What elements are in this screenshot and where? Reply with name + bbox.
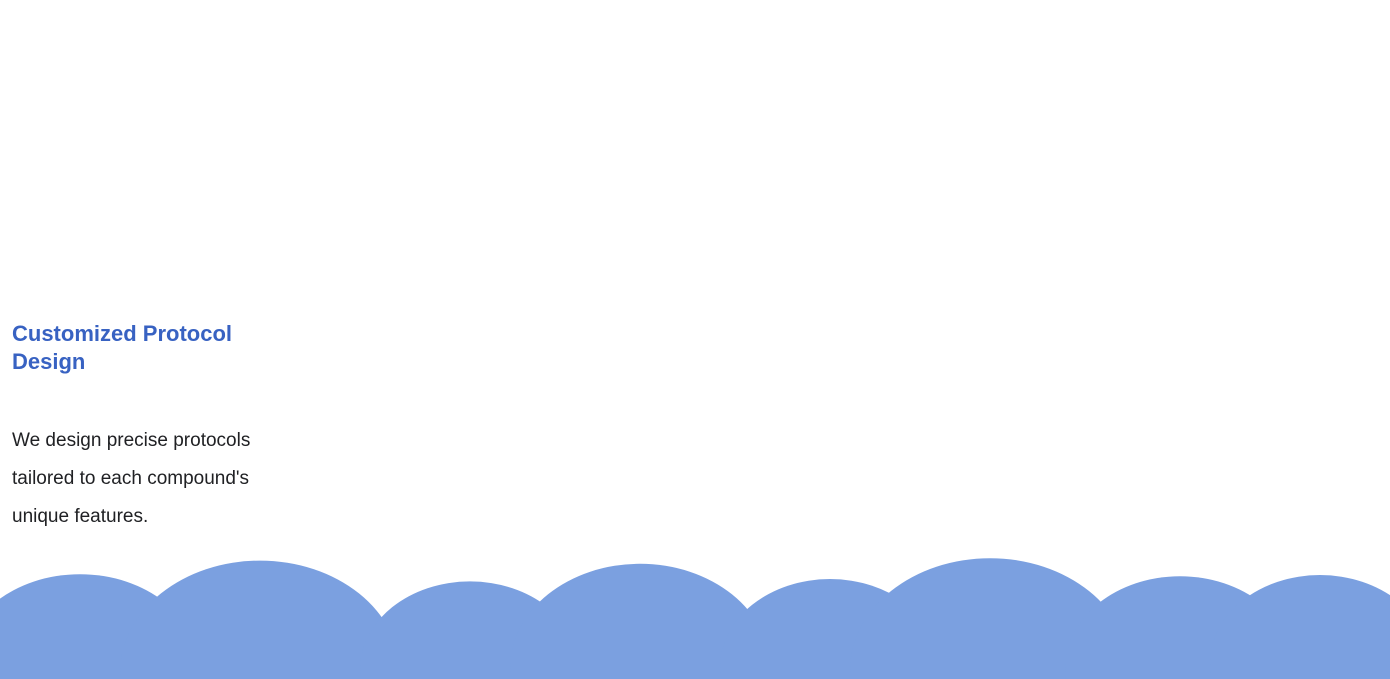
cloud-base xyxy=(0,519,1390,679)
step-0-body-block: We design precise protocols tailored to … xyxy=(12,422,302,536)
step-0-body: We design precise protocols tailored to … xyxy=(12,422,302,536)
infographic-stage: Customized Protocol Design We design pre… xyxy=(0,0,1390,679)
step-0-title: Customized Protocol Design xyxy=(12,320,292,375)
step-0-block: Customized Protocol Design xyxy=(12,320,292,393)
